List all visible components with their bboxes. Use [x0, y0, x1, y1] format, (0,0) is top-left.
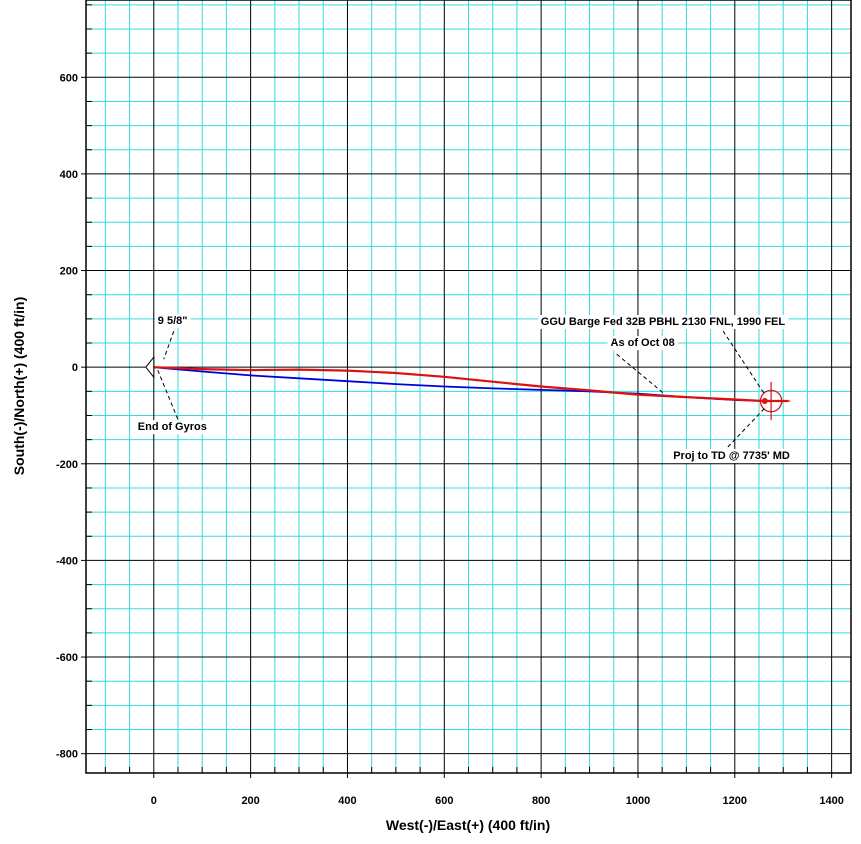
x-tick-label: 1200 [723, 795, 747, 807]
major-gridlines [86, 0, 851, 773]
y-tick-label: 200 [60, 266, 78, 278]
y-tick-label: -600 [56, 652, 78, 664]
annotation-leader [163, 331, 175, 360]
annotation-label-bg [607, 336, 678, 351]
y-tick-label: 600 [60, 72, 78, 84]
annotation-label-bg [154, 314, 191, 329]
axis-ticks [81, 4, 833, 778]
y-tick-label: 0 [72, 362, 78, 374]
annotation-label: 9 5/8" [158, 315, 188, 327]
annotation-label-bg [537, 314, 789, 329]
x-tick-label: 800 [532, 795, 550, 807]
x-tick-label: 1400 [819, 795, 843, 807]
y-axis-title: South(-)/North(+) (400 ft/in) [11, 297, 27, 475]
td-marker [761, 397, 768, 404]
casing-marker [145, 355, 155, 379]
minor-gridlines [86, 0, 851, 773]
annotation-label: Proj to TD @ 7735' MD [673, 450, 790, 462]
y-tick-label: -200 [56, 459, 78, 471]
y-tick-label: -800 [56, 749, 78, 761]
annotation-leader [616, 353, 666, 395]
annotation-leader [727, 406, 767, 448]
annotation-label: End of Gyros [138, 421, 207, 433]
x-tick-label: 0 [151, 795, 157, 807]
target-layer [145, 355, 791, 421]
axis-tick-labels: 0 200 400 600 800 1000 1200 1400 -800 -600 -400 -20… [56, 72, 844, 807]
x-tick-label: 600 [435, 795, 453, 807]
y-tick-label: 400 [60, 169, 78, 181]
x-tick-label: 1000 [626, 795, 650, 807]
x-tick-label: 200 [241, 795, 259, 807]
series-line-1 [153, 366, 789, 403]
annotation-label-bg [134, 420, 210, 435]
annotations-layer: 9 5/8" End of Gyros GGU Barge Fed 32B PBHL… [134, 314, 793, 463]
annotation-leader [157, 369, 179, 420]
annotation-label-bg [670, 448, 793, 463]
annotation-leader [722, 330, 766, 396]
series-layer [153, 366, 789, 403]
x-tick-label: 400 [338, 795, 356, 807]
annotation-label: As of Oct 08 [611, 337, 675, 349]
annotation-label: GGU Barge Fed 32B PBHL 2130 FNL, 1990 FE… [541, 316, 786, 328]
x-axis-title: West(-)/East(+) (400 ft/in) [386, 817, 550, 833]
y-tick-label: -400 [56, 555, 78, 567]
